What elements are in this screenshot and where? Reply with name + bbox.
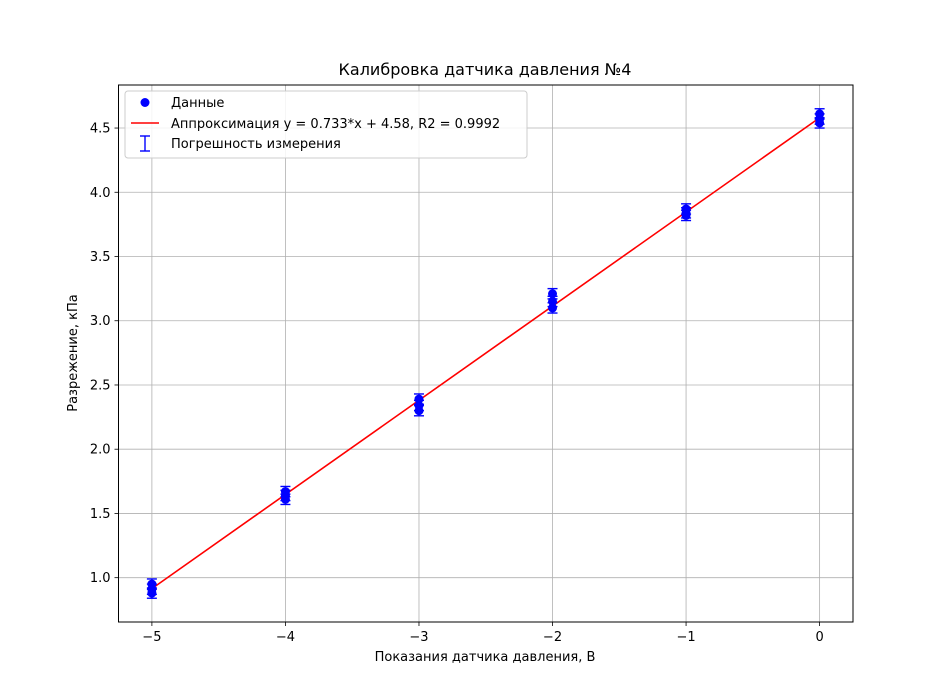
data-points-group <box>147 109 825 598</box>
y-tick-label: 4.0 <box>90 186 111 201</box>
data-point <box>548 303 558 313</box>
data-point <box>280 494 290 504</box>
data-point <box>414 394 424 404</box>
grid <box>118 85 853 622</box>
data-point <box>548 296 558 306</box>
data-point <box>548 289 558 299</box>
y-tick-label: 3.0 <box>90 314 111 329</box>
y-axis-ticks: 1.0 1.5 2.0 2.5 3.0 3.5 4.0 4.5 <box>90 122 119 586</box>
legend-label-data: Данные <box>171 96 224 111</box>
legend: Данные Аппроксимация y = 0.733*x + 4.58,… <box>124 90 528 159</box>
x-tick-label: −5 <box>142 630 161 645</box>
legend-marker-data <box>140 98 150 107</box>
legend-label-fit: Аппроксимация y = 0.733*x + 4.58, R2 = 0… <box>171 117 500 132</box>
y-tick-label: 4.5 <box>90 122 111 137</box>
y-tick-label: 2.5 <box>90 378 111 393</box>
x-tick-label: −2 <box>543 630 562 645</box>
legend-box <box>124 90 528 159</box>
plot-frame <box>118 84 854 623</box>
x-tick-label: −1 <box>676 630 695 645</box>
x-axis-ticks: −5 −4 −3 −2 −1 0 <box>142 622 824 645</box>
data-point <box>414 406 424 416</box>
y-tick-label: 1.0 <box>90 571 111 586</box>
legend-marker-errorbar <box>140 135 150 152</box>
fit-line-group <box>151 117 821 590</box>
y-tick-label: 2.0 <box>90 443 111 458</box>
x-axis-label: Показания датчика давления, В <box>375 650 596 665</box>
data-point <box>147 588 157 598</box>
fit-line <box>151 117 821 590</box>
data-point <box>815 118 825 128</box>
y-tick-label: 3.5 <box>90 250 111 265</box>
x-tick-label: 0 <box>815 630 823 645</box>
y-axis-label: Разрежение, кПа <box>66 294 81 411</box>
data-point <box>681 210 691 220</box>
y-tick-label: 1.5 <box>90 507 111 522</box>
legend-label-errorbar: Погрешность измерения <box>171 137 341 152</box>
chart-title: Калибровка датчика давления №4 <box>339 60 632 79</box>
x-tick-label: −4 <box>276 630 295 645</box>
x-tick-label: −3 <box>409 630 428 645</box>
